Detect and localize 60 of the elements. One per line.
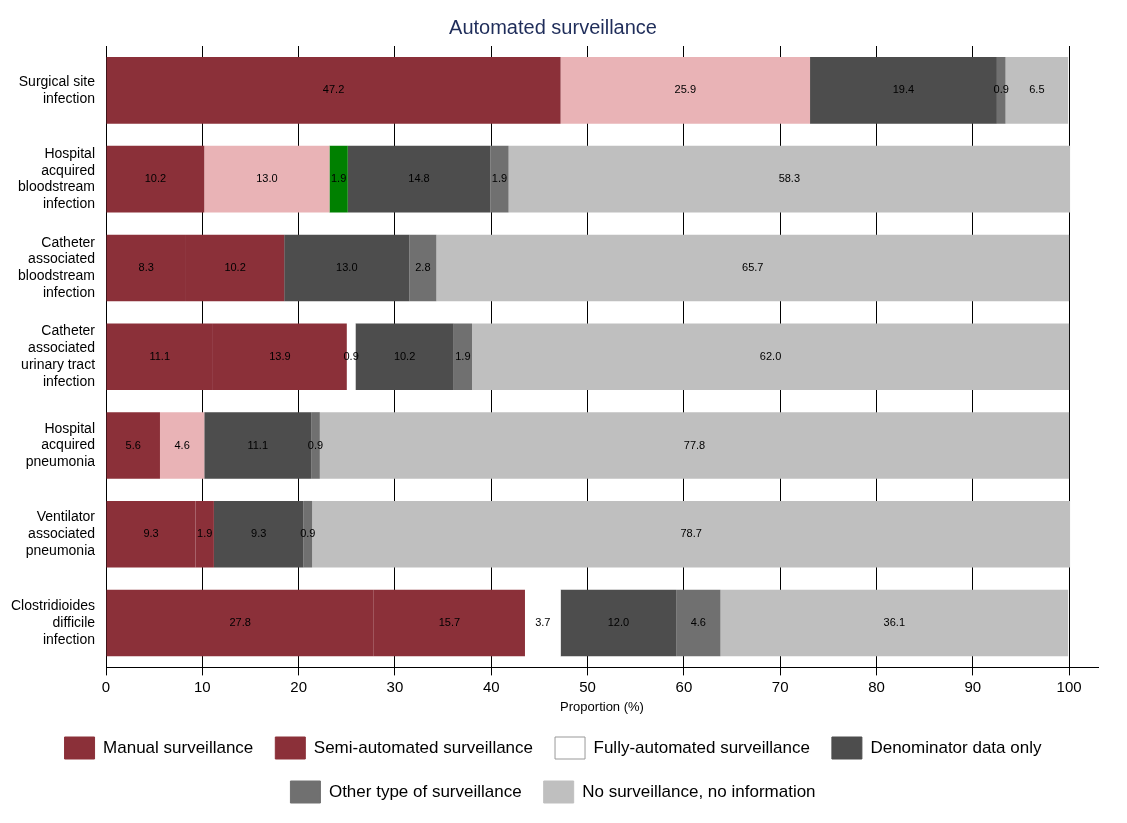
legend-label: No surveillance, no information — [582, 781, 816, 801]
data-label: 15.7 — [438, 616, 461, 629]
y-tick-label: Clostridioides difficile infection — [10, 597, 96, 647]
data-label: 1.9 — [491, 172, 508, 185]
data-label: 13.0 — [336, 260, 358, 273]
data-label: 14.8 — [408, 172, 430, 185]
data-label: 9.3 — [143, 527, 159, 540]
data-label: 10.2 — [393, 349, 416, 362]
data-label: 1.9 — [330, 172, 347, 185]
data-label: 5.6 — [125, 438, 141, 451]
legend-label: Denominator data only — [870, 737, 1042, 757]
y-tick-label: Hospital acquired pneumonia — [25, 419, 96, 470]
legend-label: Manual surveillance — [103, 737, 254, 757]
data-label: 47.2 — [322, 83, 345, 96]
x-tick-label: 100 — [1056, 677, 1082, 695]
y-tick-label: Catheter associated bloodstream infection — [17, 233, 96, 300]
data-label: 27.8 — [229, 616, 251, 629]
data-label: 2.8 — [415, 260, 431, 273]
data-label: 1.9 — [455, 349, 471, 362]
data-label: 25.9 — [674, 83, 697, 96]
data-label: 78.7 — [680, 527, 702, 540]
legend-label: Fully-automated surveillance — [593, 737, 810, 757]
data-label: 8.3 — [138, 260, 154, 273]
legend-label: Semi-automated surveillance — [313, 737, 534, 757]
x-tick-label: 50 — [579, 677, 596, 695]
legend-label: Other type of surveillance — [328, 781, 522, 801]
x-tick-label: 70 — [771, 677, 789, 695]
y-tick-label: Hospital acquired bloodstream infection — [17, 144, 96, 212]
data-label: 62.0 — [759, 349, 782, 362]
data-label: 12.0 — [607, 616, 630, 629]
data-label: 13.0 — [256, 172, 278, 185]
data-label: 6.5 — [1029, 83, 1045, 96]
data-label: 3.7 — [535, 616, 551, 629]
x-tick-label: 10 — [194, 677, 211, 695]
data-label: 77.8 — [683, 438, 706, 451]
data-label: 1.9 — [197, 527, 213, 540]
x-tick-label: 80 — [868, 677, 885, 695]
x-tick-label: 20 — [290, 677, 307, 695]
data-label: 4.6 — [690, 616, 706, 629]
y-tick-label: Ventilator associated pneumonia — [25, 508, 96, 558]
x-tick-label: 60 — [675, 677, 693, 695]
data-label: 10.2 — [224, 260, 246, 273]
data-label: 58.3 — [778, 172, 801, 185]
data-label: 9.3 — [251, 527, 267, 540]
chart-title: Automated surveillance — [449, 15, 657, 38]
x-tick-label: 0 — [101, 677, 111, 695]
x-axis-title: Proportion (%) — [560, 698, 644, 714]
data-label: 10.2 — [144, 172, 167, 185]
data-label: 36.1 — [883, 616, 906, 629]
data-label: 11.1 — [247, 438, 269, 451]
data-label: 13.9 — [269, 349, 291, 362]
data-label: 65.7 — [742, 260, 764, 273]
data-label: 11.1 — [149, 349, 171, 362]
y-tick-label: Catheter associated urinary tract infection — [21, 322, 96, 389]
x-tick-label: 90 — [964, 677, 982, 695]
x-tick-label: 40 — [482, 677, 500, 695]
y-tick-label: Surgical site infection — [18, 72, 96, 106]
x-tick-label: 30 — [386, 677, 404, 695]
data-label: 19.4 — [892, 83, 915, 96]
data-label: 4.6 — [174, 438, 190, 451]
